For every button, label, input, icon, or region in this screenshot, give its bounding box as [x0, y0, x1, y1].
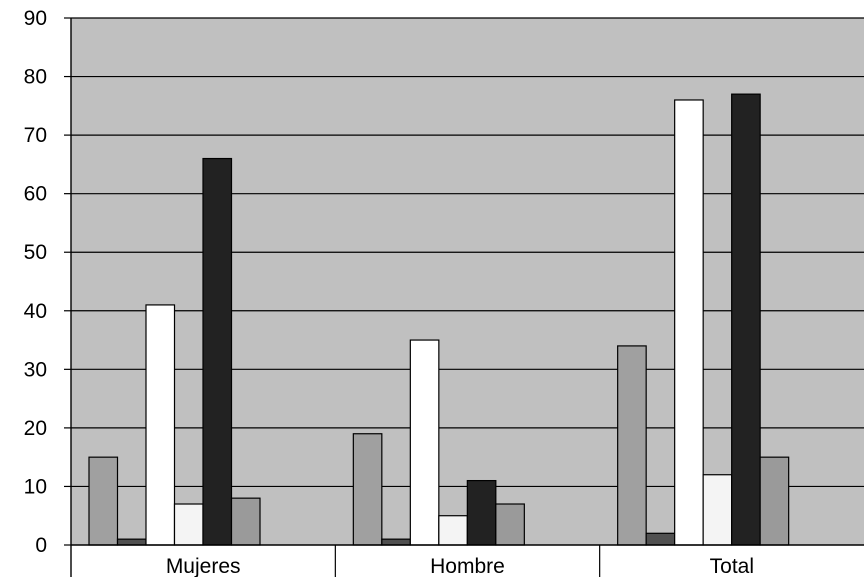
bar-series-3-mujeres	[145, 304, 176, 546]
bar-series-6-hombre	[495, 503, 525, 546]
bar-series-5-mujeres	[202, 157, 233, 546]
bar-series-3-hombre	[409, 339, 440, 546]
y-tick-label: 50	[24, 241, 47, 264]
bar-series-1-hombre	[352, 433, 383, 546]
bar-series-1-total	[617, 345, 647, 546]
y-tick-label: 80	[24, 66, 47, 89]
bar-series-2-mujeres	[116, 538, 147, 546]
y-tick-label: 30	[24, 358, 47, 381]
bar-series-3-total	[674, 99, 704, 546]
bar-series-6-mujeres	[230, 497, 261, 546]
y-tick-label: 40	[24, 300, 47, 323]
bar-series-2-total	[645, 532, 676, 546]
y-tick-label: 60	[24, 183, 47, 206]
y-tick-label: 0	[35, 534, 47, 557]
bar-series-5-total	[731, 93, 761, 546]
x-category-label: Mujeres	[166, 555, 241, 577]
y-tick-label: 90	[24, 7, 47, 30]
bar-series-2-hombre	[381, 538, 411, 546]
bar-series-4-mujeres	[173, 503, 204, 546]
bar-series-5-hombre	[466, 479, 497, 546]
y-tick-label: 70	[24, 124, 47, 147]
y-tick-label: 20	[24, 417, 47, 440]
y-tick-label: 10	[24, 475, 47, 498]
bar-series-1-mujeres	[88, 456, 119, 546]
x-category-label: Total	[710, 555, 754, 577]
x-category-label: Hombre	[430, 555, 505, 577]
bar-series-4-hombre	[438, 515, 468, 546]
bar-series-6-total	[759, 456, 790, 546]
bar-series-4-total	[702, 474, 733, 546]
